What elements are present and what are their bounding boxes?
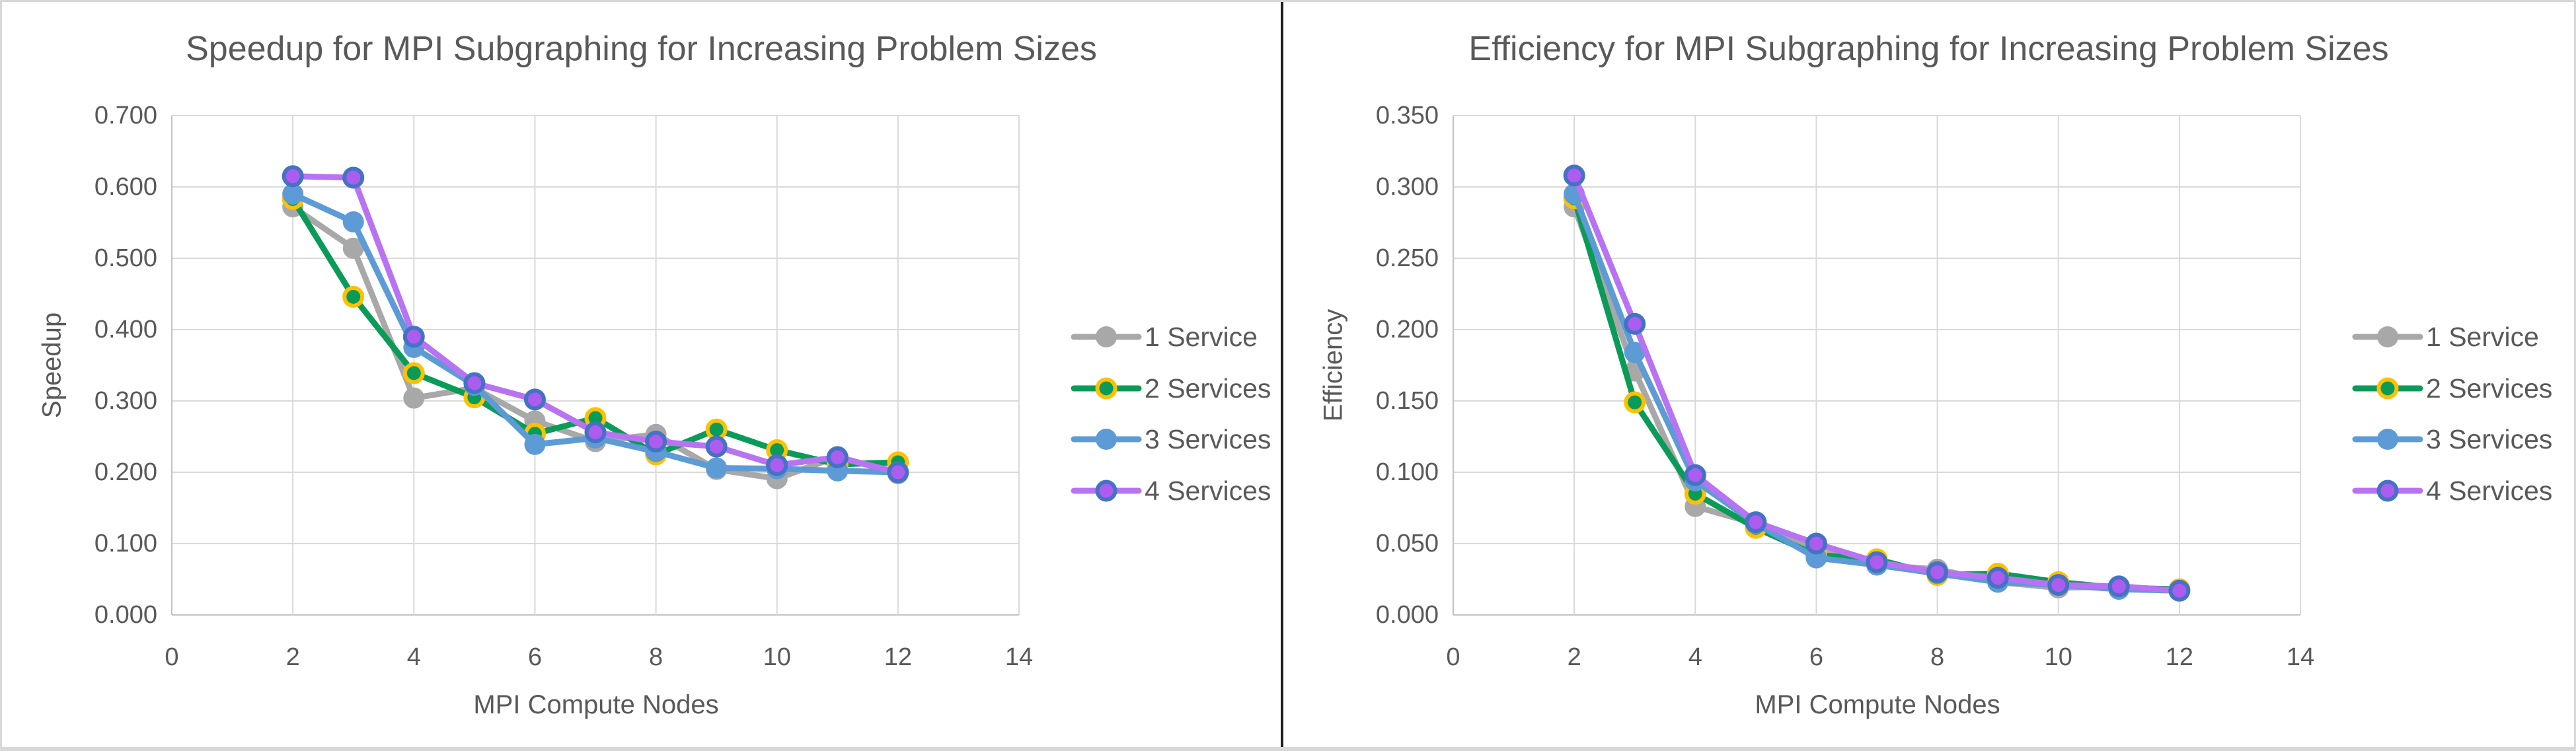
y-tick-label: 0.500 [95,244,157,272]
legend-label-3-services: 3 Services [2426,424,2552,454]
legend-label-1-service: 1 Service [1145,322,1258,352]
marker-4-services [1805,532,1827,555]
x-tick-label: 8 [649,643,663,671]
y-tick-label: 0.100 [95,530,157,557]
legend-item-1-service: 1 Service [1071,322,1258,352]
x-tick-label: 2 [286,643,300,671]
x-tick-label: 12 [2166,643,2193,671]
marker-4-services [826,446,849,468]
marker-4-services [2168,579,2191,602]
legend-label-4-services: 4 Services [1145,476,1271,506]
marker-3-services [342,211,364,232]
marker-4-services [705,435,728,458]
legend-label-1-service: 1 Service [2426,322,2539,352]
marker-4-services [463,372,486,394]
legend-marker-3-services [2377,429,2398,450]
marker-4-services [1563,164,1585,187]
x-tick-label: 8 [1930,643,1944,671]
series-line-4-services [1571,172,2183,594]
x-tick-label: 12 [884,643,912,671]
legend-marker-2-services [2376,377,2399,400]
y-tick-label: 0.700 [95,102,157,129]
y-tick-label: 0.350 [1376,102,1439,129]
x-tick-label: 14 [2287,643,2314,671]
panel-divider [1281,2,1283,747]
x-axis-title: MPI Compute Nodes [1755,690,2000,719]
chart-title: Speedup for MPI Subgraphing for Increasi… [186,30,1097,68]
marker-4-services [1684,464,1706,486]
marker-4-services [282,165,304,188]
y-tick-label: 0.050 [1376,530,1439,557]
marker-1-service [342,237,364,259]
legend-marker-4-services [1095,480,1118,502]
legend-marker-2-services [1095,377,1118,400]
legend-item-4-services: 4 Services [1071,476,1271,506]
legend-item-4-services: 4 Services [2352,476,2552,506]
x-tick-label: 4 [407,643,421,671]
x-tick-label: 14 [1005,643,1033,671]
marker-3-services [1624,341,1646,363]
y-tick-label: 0.400 [95,316,157,343]
legend-item-2-services: 2 Services [1071,373,1271,404]
legend-label-2-services: 2 Services [1145,373,1271,404]
x-tick-label: 10 [2045,643,2072,671]
y-tick-label: 0.200 [95,458,157,486]
marker-4-services [766,454,788,476]
marker-2-services [402,362,425,384]
speedup-plot-area: 0.000 0.100 0.200 0.300 0.400 0.500 0.600 0.700… [95,102,1271,671]
marker-2-services [342,285,365,308]
marker-4-services [342,166,365,189]
x-axis-title: MPI Compute Nodes [473,690,719,719]
x-tick-label: 0 [1446,643,1460,671]
marker-4-services [584,421,607,444]
y-tick-label: 0.000 [1376,601,1439,629]
y-tick-label: 0.300 [95,387,157,415]
y-tick-label: 0.250 [1376,244,1439,272]
legend-marker-1-service [2377,326,2398,347]
marker-4-services [2107,575,2130,598]
marker-3-services [706,457,728,479]
x-tick-label: 0 [165,643,178,671]
marker-2-services [1624,391,1646,413]
marker-4-services [1745,511,1767,534]
marker-4-services [1866,551,1888,573]
speedup-chart-panel: Speedup for MPI Subgraphing for Increasi… [2,2,1281,747]
y-tick-label: 0.200 [1376,316,1439,343]
legend-label-2-services: 2 Services [2426,373,2552,404]
legend-item-3-services: 3 Services [1071,424,1271,454]
x-tick-label: 10 [763,643,791,671]
chart-title: Efficiency for MPI Subgraphing for Incre… [1468,30,2389,68]
marker-3-services [524,433,546,455]
marker-4-services [1987,567,2009,589]
legend-item-1-service: 1 Service [2352,322,2539,352]
y-tick-label: 0.100 [1376,458,1439,486]
efficiency-chart-panel: Efficiency for MPI Subgraphing for Incre… [1283,2,2574,747]
legend-label-4-services: 4 Services [2426,476,2552,506]
marker-4-services [887,461,909,483]
x-tick-label: 6 [1809,643,1823,671]
legend-item-3-services: 3 Services [2352,424,2552,454]
marker-4-services [1926,561,1949,583]
y-tick-label: 0.600 [95,173,157,201]
marker-4-services [1624,312,1646,335]
marker-4-services [2047,574,2070,596]
legend-marker-3-services [1096,429,1117,450]
y-tick-label: 0.300 [1376,173,1439,201]
legend-label-3-services: 3 Services [1145,424,1271,454]
legend-marker-1-service [1096,326,1117,347]
legend-item-2-services: 2 Services [2352,373,2552,404]
marker-4-services [645,431,667,453]
y-tick-label: 0.000 [95,601,157,629]
x-tick-label: 4 [1688,643,1702,671]
y-tick-label: 0.150 [1376,387,1439,415]
efficiency-plot-area: 0.000 0.050 0.100 0.150 0.200 0.250 0.300 0.350… [1376,102,2553,671]
marker-4-services [523,388,546,411]
marker-3-services [282,183,304,205]
legend-marker-4-services [2376,480,2399,502]
marker-4-services [402,326,425,348]
x-tick-label: 6 [528,643,542,671]
x-tick-label: 2 [1568,643,1581,671]
marker-1-service [403,387,425,409]
